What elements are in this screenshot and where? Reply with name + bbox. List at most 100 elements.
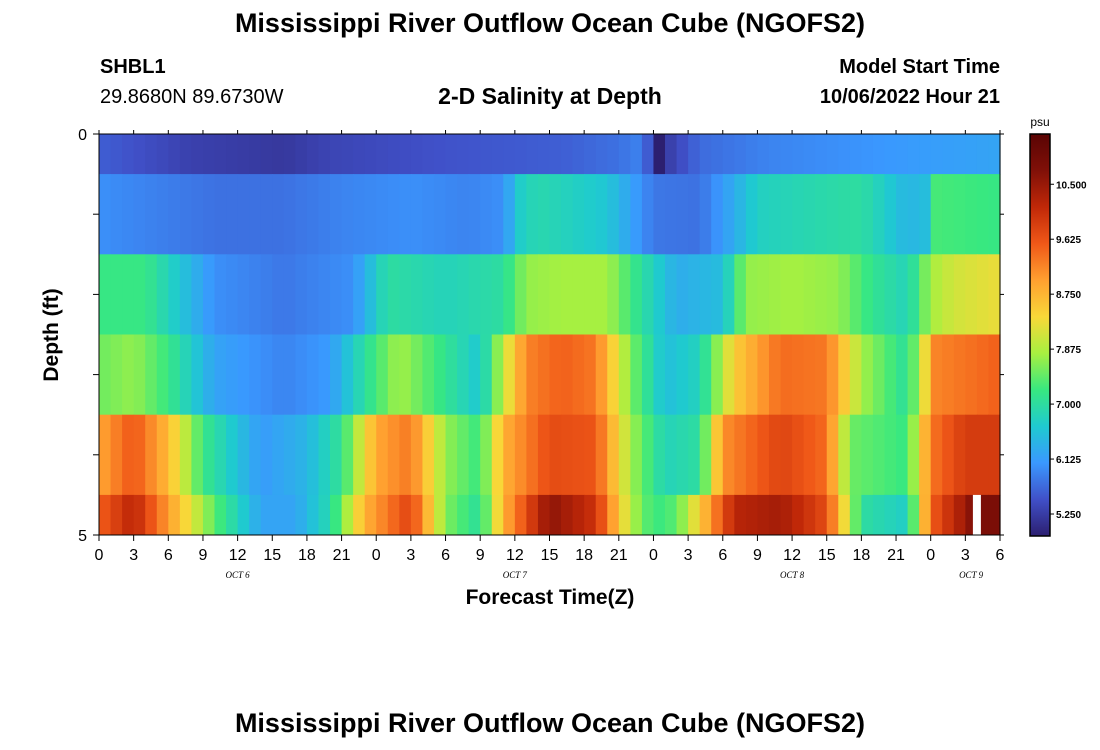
heatmap-cell: [745, 134, 759, 175]
heatmap-cell: [364, 174, 377, 255]
heatmap-cell: [561, 494, 574, 536]
x-tick-label: 6: [441, 547, 450, 564]
heatmap-cell: [549, 414, 562, 496]
y-axis: 05: [78, 127, 1004, 545]
heatmap-cell: [445, 414, 458, 496]
y-tick-label: 0: [78, 127, 87, 144]
heatmap-cell: [884, 174, 897, 255]
heatmap-cell: [526, 174, 539, 255]
heatmap-cell: [122, 134, 135, 175]
heatmap-cell: [722, 134, 735, 175]
heatmap-cell: [122, 174, 135, 255]
heatmap-cell: [942, 334, 955, 416]
heatmap-cell: [110, 334, 123, 416]
heatmap-cell: [792, 334, 805, 416]
heatmap-cell: [896, 334, 909, 416]
heatmap-cell: [676, 174, 689, 255]
heatmap-cell: [353, 254, 366, 335]
heatmap-cell: [514, 174, 527, 255]
heatmap-cell: [572, 494, 585, 536]
heatmap-cell: [676, 414, 689, 496]
heatmap-cell: [399, 254, 412, 335]
heatmap-cell: [399, 134, 412, 175]
heatmap-cell: [214, 254, 227, 335]
heatmap-cell: [861, 494, 874, 536]
heatmap-cell: [549, 494, 562, 536]
heatmap-cell: [387, 254, 400, 335]
heatmap-cell: [907, 414, 920, 496]
heatmap-cell: [283, 494, 296, 536]
heatmap-cell: [202, 174, 216, 255]
heatmap-cell: [110, 414, 123, 496]
heatmap-cell: [976, 174, 990, 255]
heatmap-cell: [803, 134, 816, 175]
heatmap-cell: [734, 494, 747, 536]
heatmap-cell: [711, 414, 724, 496]
heatmap-cell: [226, 494, 239, 536]
heatmap-cell: [376, 494, 389, 536]
heatmap-cell: [572, 174, 585, 255]
heatmap-cell: [711, 254, 724, 335]
heatmap-cell: [872, 494, 886, 536]
heatmap-cell: [168, 414, 181, 496]
heatmap-cell: [561, 414, 574, 496]
heatmap-cell: [272, 494, 285, 536]
heatmap-cell: [757, 174, 770, 255]
heatmap-cell: [942, 134, 955, 175]
heatmap-cell: [872, 414, 886, 496]
heatmap-cell: [561, 254, 574, 335]
heatmap-cell: [757, 334, 770, 416]
heatmap-cell: [734, 134, 747, 175]
heatmap-cell: [919, 414, 932, 496]
heatmap-cell: [156, 134, 169, 175]
heatmap-cell: [226, 334, 239, 416]
heatmap-cell: [202, 414, 216, 496]
heatmap-cell: [353, 334, 366, 416]
heatmap-cell: [988, 134, 1001, 175]
heatmap-cell: [584, 254, 597, 335]
heatmap-cell: [676, 254, 689, 335]
heatmap-cell: [595, 414, 608, 496]
colorbar-tick-label: 7.875: [1056, 345, 1081, 356]
heatmap-cell: [815, 134, 828, 175]
heatmap-cell: [561, 134, 574, 175]
heatmap-cell: [815, 254, 828, 335]
heatmap-cell: [191, 414, 204, 496]
heatmap-cell: [214, 134, 227, 175]
heatmap-cell: [595, 254, 608, 335]
heatmap-cell: [630, 174, 643, 255]
heatmap-cell: [468, 254, 481, 335]
heatmap-cell: [688, 254, 701, 335]
station-coordinates: 29.8680N 89.6730W: [100, 86, 284, 108]
heatmap-cell: [584, 494, 597, 536]
heatmap-cell: [272, 334, 285, 416]
x-tick-label: 0: [926, 547, 935, 564]
heatmap-cell: [930, 494, 943, 536]
x-tick-label: 6: [996, 547, 1005, 564]
heatmap-cell: [861, 134, 874, 175]
heatmap-cell: [237, 414, 250, 496]
heatmap-cell: [676, 494, 689, 536]
x-tick-label: 15: [263, 547, 281, 564]
heatmap-cell: [376, 414, 389, 496]
heatmap-cell: [942, 414, 955, 496]
heatmap-cell: [780, 254, 793, 335]
heatmap-cell: [607, 334, 620, 416]
heatmap-cell: [838, 414, 851, 496]
heatmap-cell: [722, 494, 735, 536]
heatmap-cell: [133, 134, 146, 175]
heatmap-cell: [237, 254, 250, 335]
model-start-value: 10/06/2022 Hour 21: [819, 86, 1000, 108]
heatmap-cell: [330, 134, 343, 175]
heatmap-cell: [872, 134, 886, 175]
heatmap-cell: [826, 334, 839, 416]
heatmap-cell: [260, 134, 273, 175]
heatmap-cell: [457, 334, 470, 416]
x-tick-label: 3: [684, 547, 693, 564]
heatmap-cell: [826, 134, 839, 175]
heatmap-cell: [341, 494, 354, 536]
heatmap-cell: [445, 174, 458, 255]
heatmap-cell: [341, 334, 354, 416]
heatmap-cell: [676, 334, 689, 416]
